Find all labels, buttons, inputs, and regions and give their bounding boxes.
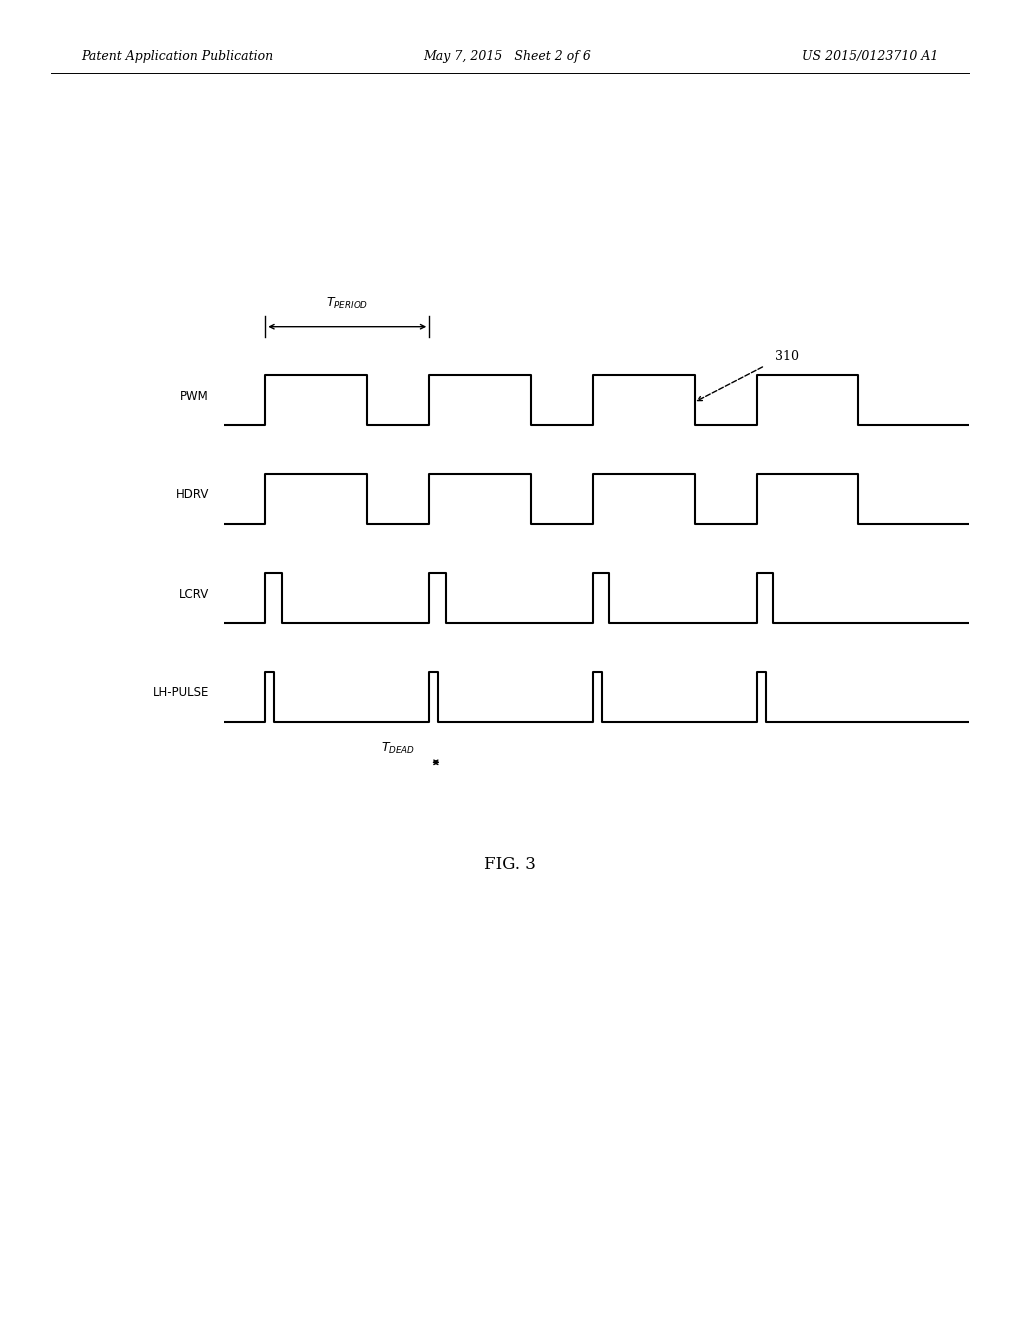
Text: HDRV: HDRV <box>175 488 209 502</box>
Text: Patent Application Publication: Patent Application Publication <box>82 50 273 63</box>
Text: $\mathit{T}_{PERIOD}$: $\mathit{T}_{PERIOD}$ <box>326 296 368 312</box>
Text: PWM: PWM <box>180 389 209 403</box>
Text: LCRV: LCRV <box>178 587 209 601</box>
Text: $\mathit{T}_{DEAD}$: $\mathit{T}_{DEAD}$ <box>381 741 416 755</box>
Text: LH-PULSE: LH-PULSE <box>153 686 209 700</box>
Text: US 2015/0123710 A1: US 2015/0123710 A1 <box>801 50 937 63</box>
Text: May 7, 2015   Sheet 2 of 6: May 7, 2015 Sheet 2 of 6 <box>423 50 591 63</box>
Text: 310: 310 <box>774 350 799 363</box>
Text: FIG. 3: FIG. 3 <box>484 857 535 873</box>
